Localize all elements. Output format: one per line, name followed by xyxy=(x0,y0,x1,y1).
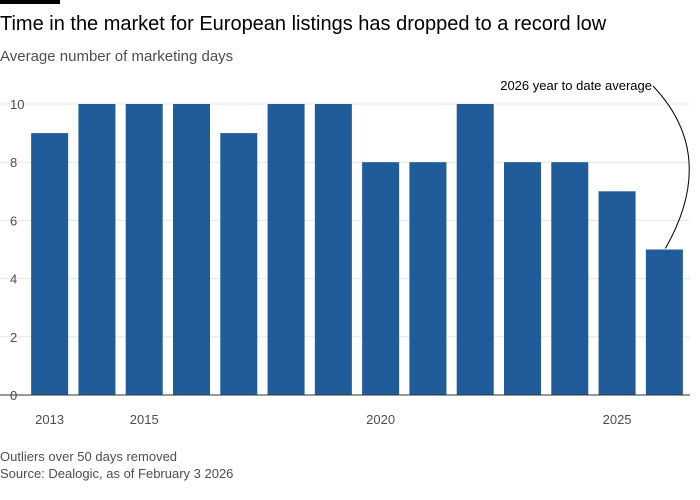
x-tick-label: 2020 xyxy=(366,412,395,427)
bar-2025 xyxy=(598,191,636,395)
y-tick-label: 6 xyxy=(10,213,17,228)
bar-2024 xyxy=(551,162,589,395)
bar-2026 xyxy=(645,249,683,395)
x-axis-ticks: 2013 2015 2020 2025 xyxy=(35,412,631,427)
x-tick-label: 2025 xyxy=(603,412,632,427)
bar-2014 xyxy=(78,104,116,395)
x-tick-label: 2013 xyxy=(35,412,64,427)
annotation-label: 2026 year to date average xyxy=(500,78,652,93)
y-tick-label: 2 xyxy=(10,330,17,345)
bar-2016 xyxy=(173,104,210,395)
chart-subtitle: Average number of marketing days xyxy=(0,48,234,65)
brand-bar xyxy=(0,0,60,4)
bar-2013 xyxy=(31,133,69,395)
y-tick-label: 4 xyxy=(10,272,17,287)
bar-2021 xyxy=(409,162,447,395)
annotations: 2026 year to date average xyxy=(500,78,690,249)
bar-2020 xyxy=(362,162,400,395)
y-tick-label: 10 xyxy=(10,97,24,112)
bars xyxy=(31,104,683,395)
bar-2015 xyxy=(125,104,163,395)
bar-2018 xyxy=(267,104,305,395)
x-tick-label: 2015 xyxy=(130,412,159,427)
bar-2019 xyxy=(314,104,352,395)
bar-2023 xyxy=(504,162,541,395)
annotation-leader-line xyxy=(652,85,690,249)
chart-title: Time in the market for European listings… xyxy=(0,13,607,35)
y-tick-label: 8 xyxy=(10,155,17,170)
y-axis-ticks: 0246810 xyxy=(10,97,24,403)
bar-2022 xyxy=(456,104,494,395)
source-note: Source: Dealogic, as of February 3 2026 xyxy=(0,466,234,481)
bar-2017 xyxy=(220,133,258,395)
footnote-outliers: Outliers over 50 days removed xyxy=(0,449,178,464)
